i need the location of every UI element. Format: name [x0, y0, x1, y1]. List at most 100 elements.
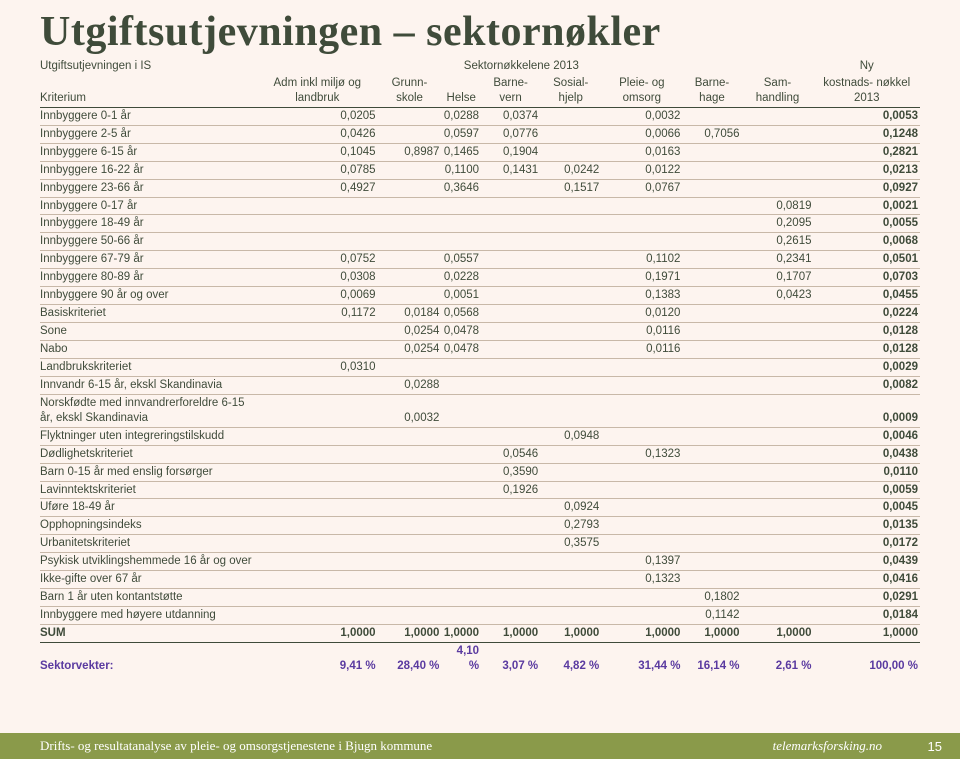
cell — [481, 269, 540, 287]
cell: 0,0478 — [441, 323, 481, 341]
cell — [682, 571, 741, 589]
cell — [378, 607, 442, 625]
cell — [540, 463, 601, 481]
cell: 0,1100 — [441, 161, 481, 179]
cell — [481, 305, 540, 323]
cell — [742, 161, 814, 179]
row-label: Sone — [40, 323, 257, 341]
cell-ny: 0,2821 — [814, 143, 921, 161]
row-label: Innbyggere 0-1 år — [40, 107, 257, 125]
cell — [540, 445, 601, 463]
cell: 0,0308 — [257, 269, 378, 287]
cell — [742, 341, 814, 359]
cell — [742, 323, 814, 341]
cell-ny: 0,0213 — [814, 161, 921, 179]
cell: 0,0776 — [481, 125, 540, 143]
cell — [540, 233, 601, 251]
table-row: Innbyggere 0-17 år0,08190,0021 — [40, 197, 920, 215]
cell — [378, 197, 442, 215]
cell — [441, 215, 481, 233]
cell: 0,0546 — [481, 445, 540, 463]
cell — [441, 589, 481, 607]
cell: 0,4927 — [257, 179, 378, 197]
cell — [540, 553, 601, 571]
cell — [682, 394, 741, 427]
cell: 0,2615 — [742, 233, 814, 251]
row-label: Innvandr 6-15 år, ekskl Skandinavia — [40, 376, 257, 394]
cell — [441, 553, 481, 571]
cell — [601, 427, 682, 445]
table-row: Basiskriteriet0,11720,01840,05680,01200,… — [40, 305, 920, 323]
cell-ny: 100,00 % — [814, 642, 921, 674]
table-row: Uføre 18-49 år0,09240,0045 — [40, 499, 920, 517]
cell: 0,3575 — [540, 535, 601, 553]
col-kriterium: Kriterium — [40, 75, 257, 107]
cell: 0,0205 — [257, 107, 378, 125]
cell — [481, 589, 540, 607]
cell: 1,0000 — [378, 625, 442, 643]
cell-ny: 0,0291 — [814, 589, 921, 607]
cell — [441, 376, 481, 394]
cell — [378, 535, 442, 553]
cell-ny: 0,0046 — [814, 427, 921, 445]
cell-ny: 0,0055 — [814, 215, 921, 233]
cell: 0,1142 — [682, 607, 741, 625]
cell: 0,2793 — [540, 517, 601, 535]
slide: Utgiftsutjevningen – sektornøkler Utgift… — [0, 0, 960, 759]
cell — [378, 269, 442, 287]
cell — [257, 589, 378, 607]
cell — [257, 571, 378, 589]
table-row: Innbyggere 67-79 år0,07520,05570,11020,2… — [40, 251, 920, 269]
cell: 0,0478 — [441, 341, 481, 359]
cell: 0,0254 — [378, 341, 442, 359]
cell — [378, 499, 442, 517]
cell — [540, 305, 601, 323]
cell — [481, 499, 540, 517]
cell — [742, 143, 814, 161]
cell — [257, 607, 378, 625]
cell — [378, 179, 442, 197]
cell — [441, 197, 481, 215]
cell: 0,0066 — [601, 125, 682, 143]
cell — [742, 517, 814, 535]
table-row: SUM1,00001,00001,00001,00001,00001,00001… — [40, 625, 920, 643]
cell — [742, 125, 814, 143]
cell — [441, 233, 481, 251]
cell — [601, 481, 682, 499]
col-adm: Adm inkl miljø og landbruk — [257, 75, 378, 107]
cell — [682, 107, 741, 125]
cell-ny: 0,0438 — [814, 445, 921, 463]
row-label: Landbrukskriteriet — [40, 358, 257, 376]
cell: 0,0374 — [481, 107, 540, 125]
cell: 0,0767 — [601, 179, 682, 197]
cell — [742, 107, 814, 125]
cell: 1,0000 — [257, 625, 378, 643]
row-label: Flyktninger uten integreringstilskudd — [40, 427, 257, 445]
cell-ny: 0,0021 — [814, 197, 921, 215]
cell — [601, 197, 682, 215]
cell: 0,0426 — [257, 125, 378, 143]
cell: 0,1431 — [481, 161, 540, 179]
cell — [378, 233, 442, 251]
table-row: Innbyggere 16-22 år0,07850,11000,14310,0… — [40, 161, 920, 179]
cell-ny: 0,0059 — [814, 481, 921, 499]
cell-ny: 0,0927 — [814, 179, 921, 197]
cell — [378, 125, 442, 143]
slide-title: Utgiftsutjevningen – sektornøkler — [40, 8, 920, 56]
cell: 3,07 % — [481, 642, 540, 674]
cell: 0,0819 — [742, 197, 814, 215]
cell-ny: 0,0703 — [814, 269, 921, 287]
table-row: Lavinntektskriteriet0,19260,0059 — [40, 481, 920, 499]
row-label: Uføre 18-49 år — [40, 499, 257, 517]
cell: 1,0000 — [481, 625, 540, 643]
cell — [682, 463, 741, 481]
cell-ny: 0,0224 — [814, 305, 921, 323]
cell: 0,0597 — [441, 125, 481, 143]
cell-ny: 0,0416 — [814, 571, 921, 589]
cell — [257, 323, 378, 341]
cell: 0,0242 — [540, 161, 601, 179]
cell — [481, 233, 540, 251]
cell — [257, 394, 378, 427]
cell — [742, 376, 814, 394]
cell — [682, 499, 741, 517]
